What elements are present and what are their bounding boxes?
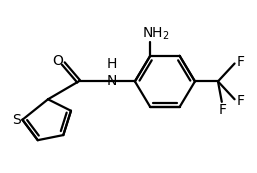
Text: NH$_2$: NH$_2$ xyxy=(142,26,169,42)
Text: F: F xyxy=(236,94,244,108)
Text: H
N: H N xyxy=(107,57,117,88)
Text: F: F xyxy=(219,103,227,116)
Text: F: F xyxy=(236,55,244,69)
Text: O: O xyxy=(52,54,63,69)
Text: S: S xyxy=(12,113,21,127)
